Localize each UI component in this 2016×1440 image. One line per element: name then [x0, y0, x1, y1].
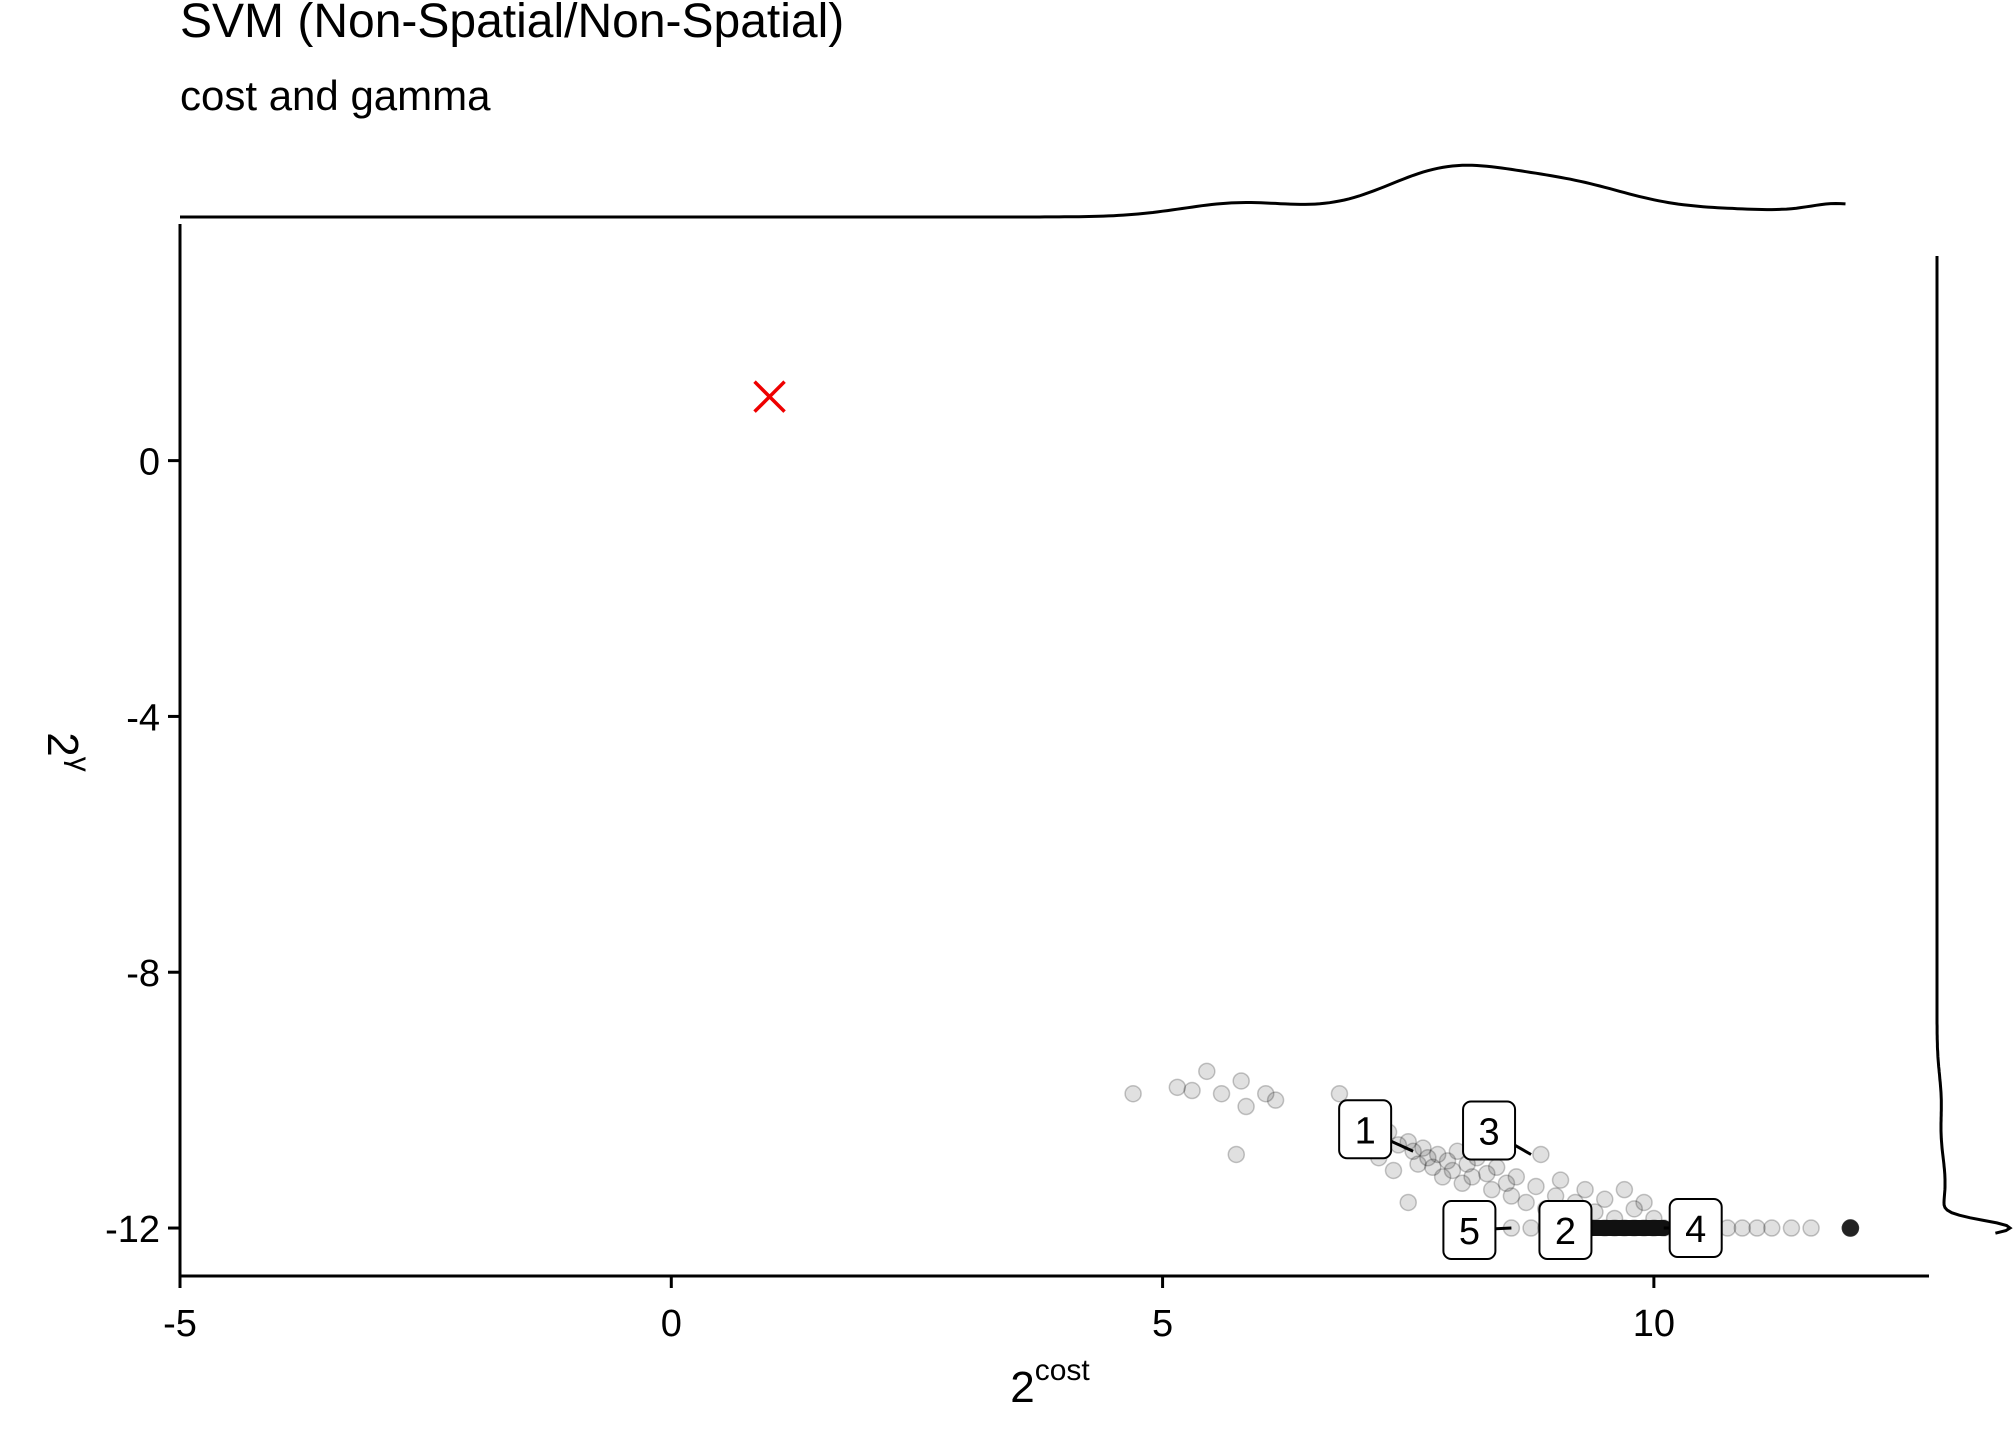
x-tick-label: 5: [1152, 1303, 1173, 1345]
annotation-label: 4: [1685, 1209, 1706, 1251]
data-point: [1399, 1193, 1417, 1212]
right-marginal-density: [1935, 256, 2013, 1235]
annotation-label: 3: [1478, 1111, 1499, 1153]
annotation-label: 5: [1459, 1211, 1480, 1253]
y-axis-label: 2γ: [38, 732, 96, 771]
data-point: [1782, 1219, 1801, 1237]
annotation-label: 2: [1555, 1211, 1576, 1253]
data-point: [1595, 1190, 1614, 1209]
chart-title: SVM (Non-Spatial/Non-Spatial): [180, 0, 845, 48]
annotation-box: [1338, 1099, 1393, 1160]
data-point: [1532, 1145, 1550, 1164]
data-point: [1842, 1220, 1859, 1237]
y-tick-label: -4: [126, 697, 160, 739]
y-tick-label: -12: [105, 1209, 160, 1251]
data-point: [1330, 1084, 1349, 1103]
y-tick-label: 0: [139, 442, 160, 484]
data-point: [1483, 1180, 1501, 1199]
best-point-marker: [753, 380, 786, 413]
data-point: [1763, 1219, 1781, 1237]
data-point: [1266, 1091, 1285, 1109]
data-point: [1497, 1174, 1516, 1193]
data-point: [1453, 1174, 1472, 1193]
axes: -5 0 5 10 0 -4 -8 -12: [105, 224, 1929, 1345]
annotation-box: [1442, 1200, 1497, 1261]
best-point-x-stroke: [753, 380, 786, 413]
data-point: [1414, 1139, 1432, 1157]
data-point: [1419, 1148, 1437, 1167]
data-point: [1183, 1081, 1201, 1100]
data-point: [1635, 1193, 1653, 1212]
data-point: [1428, 1145, 1447, 1164]
data-point: [1124, 1084, 1142, 1103]
x-tick-label: -5: [163, 1303, 197, 1345]
annotation-box: [1538, 1200, 1593, 1261]
data-point: [1237, 1097, 1255, 1116]
annotation-label: 1: [1355, 1110, 1376, 1152]
data-point: [1227, 1145, 1246, 1164]
x-axis-label-superscript: cost: [1035, 1354, 1091, 1387]
data-point: [1502, 1187, 1521, 1205]
data-point: [1424, 1158, 1442, 1177]
data-point: [1522, 1219, 1540, 1237]
data-point: [1409, 1155, 1427, 1173]
data-point: [1478, 1164, 1496, 1183]
data-point: [1198, 1062, 1216, 1081]
y-axis-label-base: 2: [38, 732, 87, 756]
data-point: [1625, 1200, 1643, 1218]
annotation-box: [1462, 1100, 1517, 1161]
data-point: [1168, 1078, 1187, 1097]
top-marginal-density: [180, 163, 1846, 219]
right-density-curve: [1935, 256, 2013, 1235]
y-axis-label-group: 2γ: [38, 732, 96, 771]
y-tick-label: -8: [126, 953, 160, 995]
data-point: [1463, 1168, 1481, 1186]
data-point: [1748, 1219, 1766, 1237]
data-point: [1551, 1171, 1570, 1189]
data-point: [1257, 1084, 1275, 1103]
data-point: [1443, 1161, 1462, 1180]
annotation-box: [1668, 1198, 1723, 1259]
data-point: [1438, 1152, 1457, 1170]
data-point: [1615, 1180, 1634, 1199]
data-point: [1433, 1168, 1452, 1186]
data-point: [1384, 1161, 1403, 1180]
data-point: [1507, 1168, 1526, 1186]
data-point: [1212, 1084, 1231, 1103]
chart-subtitle: cost and gamma: [180, 72, 491, 119]
x-axis-label: 2cost: [1010, 1354, 1090, 1412]
y-axis-label-superscript: γ: [63, 757, 96, 772]
point-annotations: 1 3 5 2 4: [1338, 1099, 1723, 1261]
x-axis-label-base: 2: [1010, 1363, 1034, 1412]
x-tick-label: 10: [1633, 1303, 1675, 1345]
top-density-curve: [180, 163, 1846, 219]
data-point: [1527, 1177, 1545, 1196]
data-point: [1232, 1072, 1250, 1090]
x-tick-label: 0: [661, 1303, 682, 1345]
data-point: [1576, 1180, 1594, 1199]
data-point: [1487, 1158, 1506, 1177]
data-point: [1802, 1219, 1820, 1237]
data-point: [1517, 1193, 1535, 1212]
data-point: [1733, 1219, 1752, 1237]
